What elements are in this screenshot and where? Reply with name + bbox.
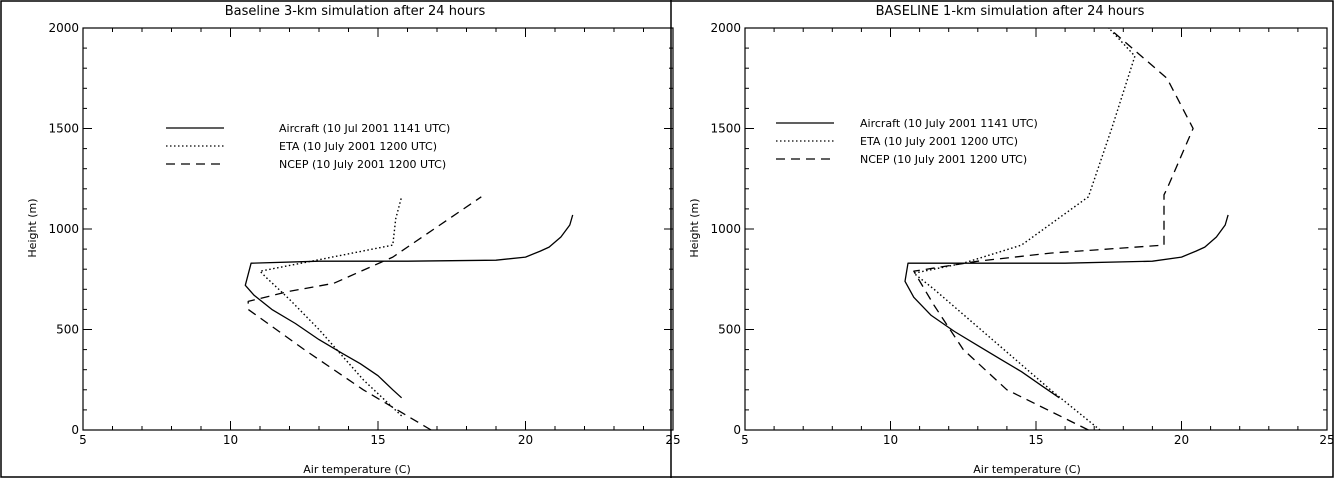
legend-label: ETA (10 July 2001 1200 UTC)	[279, 140, 437, 153]
x-axis-label: Air temperature (C)	[973, 463, 1081, 476]
y-tick-label: 2000	[710, 21, 741, 35]
plot-frame	[744, 27, 1328, 431]
y-tick-label: 1000	[48, 222, 79, 236]
series-line-3	[913, 27, 1194, 431]
x-tick-label: 10	[223, 433, 238, 447]
legend: Aircraft (10 Jul 2001 1141 UTC) ETA (10 J…	[166, 122, 450, 171]
plot-frame	[82, 27, 674, 431]
series-line-2	[259, 196, 403, 417]
chart-title: BASELINE 1-km simulation after 24 hours	[876, 4, 1145, 19]
series-line-3	[247, 196, 482, 431]
legend-label: ETA (10 July 2001 1200 UTC)	[860, 135, 1018, 148]
y-axis-label: Height (m)	[26, 198, 39, 257]
y-tick-label: 0	[71, 423, 79, 437]
panel-2: BASELINE 1-km simulation after 24 hours …	[688, 4, 1334, 476]
x-tick-label: 5	[741, 433, 749, 447]
y-tick-label: 1000	[710, 222, 741, 236]
y-tick-label: 2000	[48, 21, 79, 35]
x-axis-label: Air temperature (C)	[303, 463, 411, 476]
panel-1: Baseline 3-km simulation after 24 hours …	[26, 4, 681, 476]
x-tick-label: 25	[1319, 433, 1334, 447]
x-tick-label: 15	[1028, 433, 1043, 447]
x-tick-label: 20	[1174, 433, 1189, 447]
y-tick-label: 500	[718, 323, 741, 337]
y-tick-label: 0	[733, 423, 741, 437]
legend-label: NCEP (10 July 2001 1200 UTC)	[279, 158, 446, 171]
y-axis-label: Height (m)	[688, 198, 701, 257]
legend-label: Aircraft (10 July 2001 1141 UTC)	[860, 117, 1038, 130]
series-line-1	[244, 214, 574, 399]
x-tick-label: 25	[665, 433, 680, 447]
y-tick-label: 500	[56, 323, 79, 337]
y-tick-label: 1500	[48, 122, 79, 136]
chart-title: Baseline 3-km simulation after 24 hours	[225, 4, 486, 19]
legend-label: Aircraft (10 Jul 2001 1141 UTC)	[279, 122, 450, 135]
legend: Aircraft (10 July 2001 1141 UTC) ETA (10 …	[776, 117, 1038, 166]
x-tick-label: 20	[518, 433, 533, 447]
y-tick-label: 1500	[710, 122, 741, 136]
series-line-2	[913, 27, 1136, 431]
series-line-1	[904, 214, 1229, 399]
legend-label: NCEP (10 July 2001 1200 UTC)	[860, 153, 1027, 166]
x-tick-label: 10	[883, 433, 898, 447]
x-tick-label: 5	[79, 433, 87, 447]
plot-area: 5 10 15 20 25 0 500 1000 1500 2000	[48, 21, 680, 447]
plot-area: 5 10 15 20 25 0 500 1000 1500 2000	[710, 21, 1334, 447]
x-tick-label: 15	[370, 433, 385, 447]
